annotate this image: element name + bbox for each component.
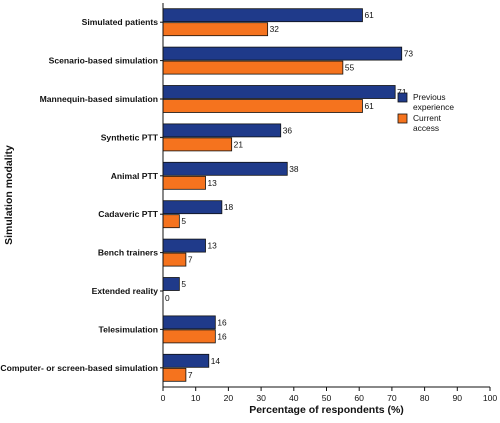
value-label-previous-experience-bench-trainers: 13 — [208, 241, 218, 251]
value-label-previous-experience-mannequin-based-simulation: 71 — [397, 87, 407, 97]
category-label-extended-reality: Extended reality — [92, 286, 159, 296]
bar-current-access-scenario-based-simulation — [162, 60, 344, 75]
value-label-current-access-simulated-patients: 32 — [270, 24, 280, 34]
value-label-current-access-extended-reality: 0 — [165, 293, 170, 303]
value-label-previous-experience-scenario-based-simulation: 73 — [404, 49, 414, 59]
value-label-current-access-cadaveric-ptt: 5 — [181, 216, 186, 226]
value-label-current-access-synthetic-ptt: 21 — [234, 139, 244, 149]
value-label-previous-experience-synthetic-ptt: 36 — [283, 125, 293, 135]
bar-previous-experience-mannequin-based-simulation — [162, 85, 396, 99]
bar-current-access-bench-trainers — [162, 252, 187, 267]
legend-swatch-current-access — [397, 113, 408, 124]
x-tick-label-30: 30 — [256, 393, 266, 403]
bar-previous-experience-telesimulation — [162, 315, 216, 330]
bar-current-access-animal-ptt — [162, 175, 206, 190]
value-label-current-access-telesimulation: 16 — [217, 331, 227, 341]
legend: Previous experience Current access — [397, 92, 454, 133]
bar-current-access-computer-or-screen-based-simulation — [162, 367, 187, 382]
value-label-previous-experience-animal-ptt: 38 — [289, 164, 299, 174]
x-tick-label-60: 60 — [354, 393, 364, 403]
bar-previous-experience-simulated-patients — [162, 8, 363, 23]
bar-previous-experience-bench-trainers — [162, 238, 206, 253]
bar-previous-experience-animal-ptt — [162, 161, 288, 176]
bar-current-access-telesimulation — [162, 329, 216, 344]
value-label-previous-experience-cadaveric-ptt: 18 — [224, 202, 234, 212]
x-tick-label-20: 20 — [224, 393, 234, 403]
category-label-telesimulation: Telesimulation — [98, 324, 158, 334]
y-axis-title: Simulation modality — [3, 145, 15, 245]
bar-current-access-simulated-patients — [162, 22, 269, 37]
value-label-current-access-animal-ptt: 13 — [208, 178, 218, 188]
legend-swatch-previous-experience — [397, 92, 408, 103]
bar-previous-experience-extended-reality — [162, 277, 180, 291]
category-label-computer-or-screen-based-simulation: Computer- or screen-based simulation — [0, 363, 158, 373]
value-label-previous-experience-telesimulation: 16 — [217, 317, 227, 327]
value-label-previous-experience-extended-reality: 5 — [181, 279, 186, 289]
value-label-previous-experience-simulated-patients: 61 — [364, 10, 374, 20]
category-label-synthetic-ptt: Synthetic PTT — [101, 132, 159, 142]
category-label-scenario-based-simulation: Scenario-based simulation — [49, 56, 158, 66]
x-axis-title: Percentage of respondents (%) — [249, 404, 404, 416]
x-tick-label-90: 90 — [453, 393, 463, 403]
bars-layer — [162, 8, 403, 382]
value-label-previous-experience-computer-or-screen-based-simulation: 14 — [211, 356, 221, 366]
x-tick-label-70: 70 — [387, 393, 397, 403]
bar-previous-experience-synthetic-ptt — [162, 123, 282, 138]
bar-previous-experience-computer-or-screen-based-simulation — [162, 353, 210, 368]
bar-current-access-synthetic-ptt — [162, 137, 233, 152]
bar-current-access-mannequin-based-simulation — [162, 99, 363, 113]
x-tick-label-100: 100 — [483, 393, 498, 403]
legend-label-current-line2: access — [413, 123, 439, 133]
axes-layer — [162, 3, 490, 388]
category-label-mannequin-based-simulation: Mannequin-based simulation — [40, 94, 158, 104]
x-tick-label-0: 0 — [161, 393, 166, 403]
value-label-current-access-bench-trainers: 7 — [188, 255, 193, 265]
bar-current-access-cadaveric-ptt — [162, 214, 180, 229]
labels-layer: Simulated patients 61 32 Scenario-based sim… — [0, 10, 497, 403]
legend-label-previous-line1: Previous — [413, 92, 446, 102]
x-tick-label-10: 10 — [191, 393, 201, 403]
category-label-simulated-patients: Simulated patients — [82, 17, 159, 27]
x-tick-label-40: 40 — [289, 393, 299, 403]
category-label-animal-ptt: Animal PTT — [111, 171, 159, 181]
bar-previous-experience-cadaveric-ptt — [162, 200, 223, 215]
legend-label-previous-line2: experience — [413, 102, 454, 112]
x-tick-label-80: 80 — [420, 393, 430, 403]
category-label-cadaveric-ptt: Cadaveric PTT — [98, 209, 158, 219]
value-label-current-access-scenario-based-simulation: 55 — [345, 63, 355, 73]
legend-label-current-line1: Current — [413, 113, 442, 123]
x-tick-label-50: 50 — [322, 393, 332, 403]
bar-previous-experience-scenario-based-simulation — [162, 46, 403, 61]
value-label-current-access-mannequin-based-simulation: 61 — [364, 101, 374, 111]
value-label-current-access-computer-or-screen-based-simulation: 7 — [188, 370, 193, 380]
category-label-bench-trainers: Bench trainers — [98, 248, 158, 258]
